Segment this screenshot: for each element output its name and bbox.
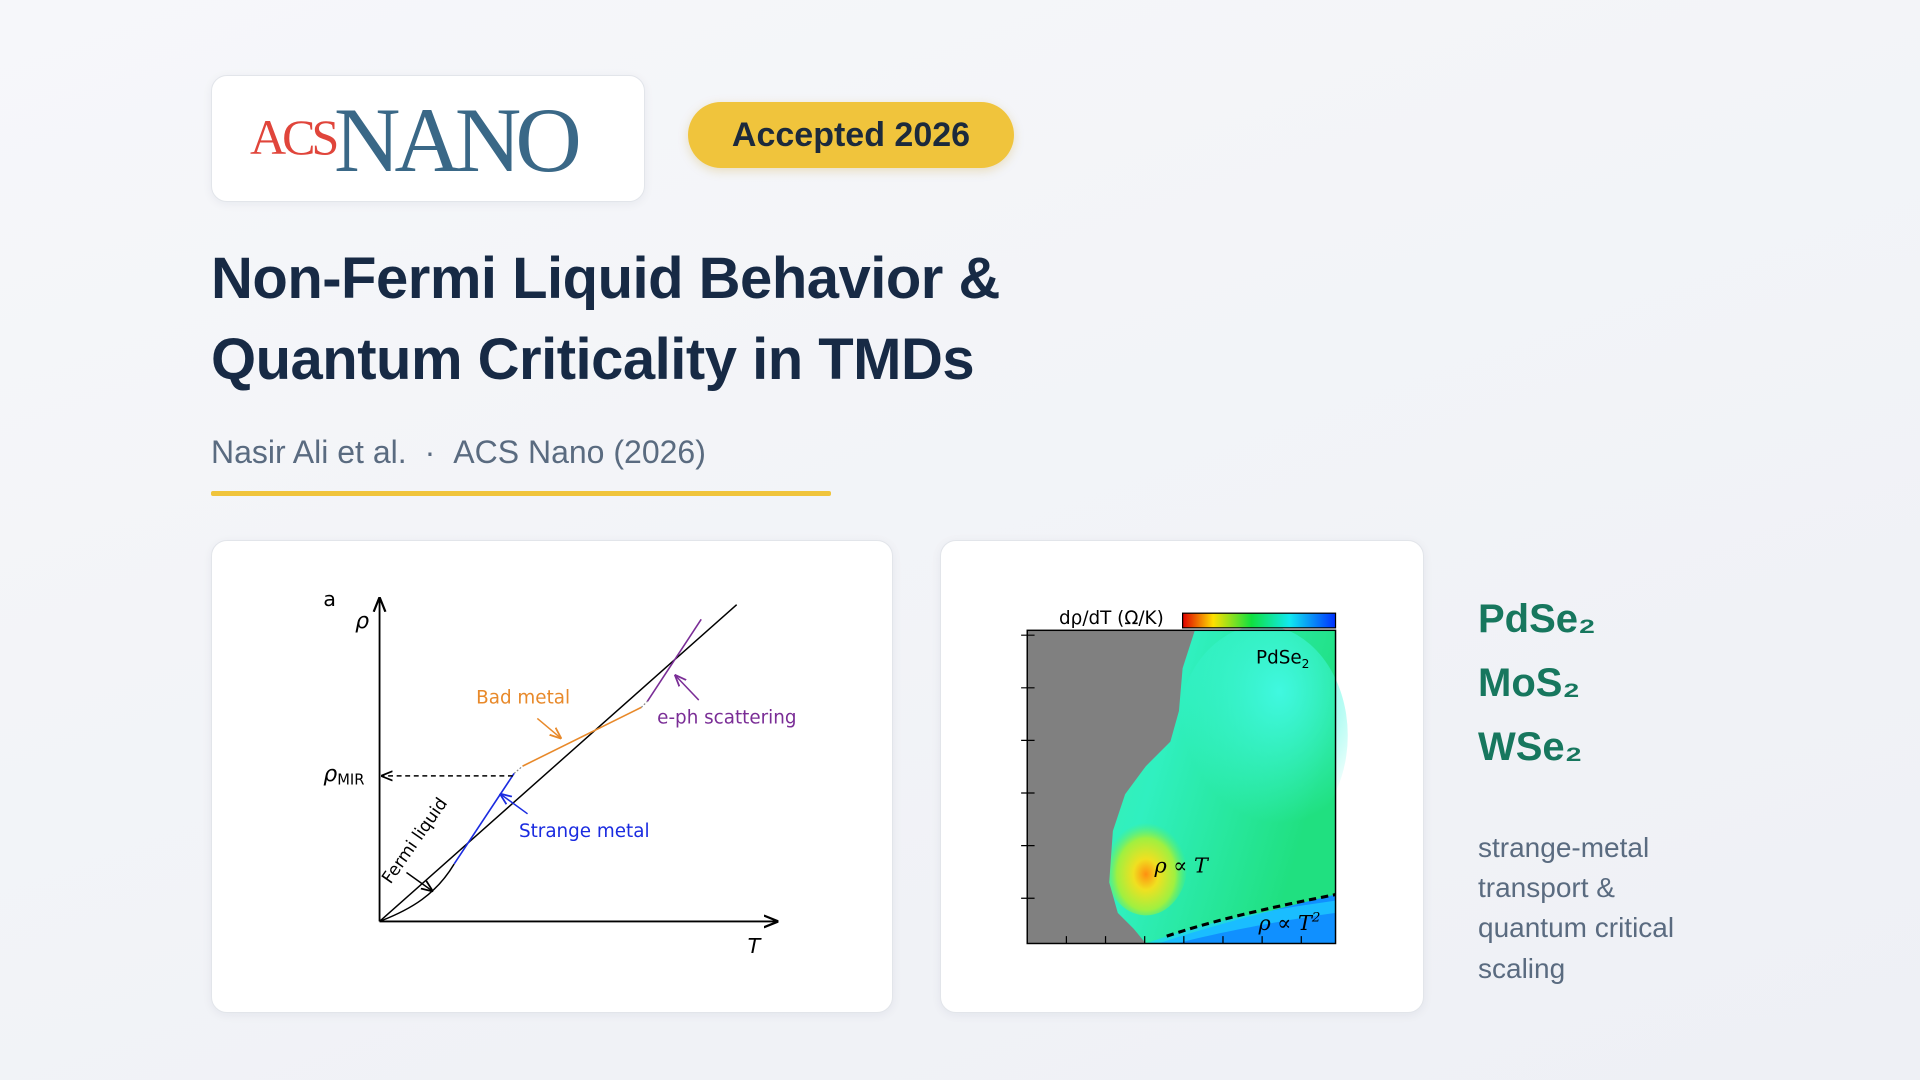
material: PdSe₂ [1478,597,1596,641]
superscript: 2 [1311,910,1321,925]
base: ρ ∝ T [1257,911,1313,935]
label-strange-metal: Strange metal [519,821,650,842]
figure-a: a ρ T ρMIR Bad metal e-ph scattering Str… [323,587,796,958]
crossover [513,765,524,774]
material: MoS₂ [1478,661,1581,705]
journal-logo: ACS NANO [211,75,645,202]
material: WSe₂ [1478,725,1583,769]
arrow [406,871,432,891]
description-line: quantum critical [1478,912,1675,943]
description-line: scaling [1478,953,1566,984]
linear-law: ρ ∝ T [1153,854,1209,878]
fermi-liquid-curve [379,863,455,923]
title-line: Non-Fermi Liquid Behavior & [211,246,1000,311]
ticks [1021,634,1302,944]
crossover [640,700,648,708]
bad-metal-segment [522,706,642,767]
venue: ACS Nano (2026) [453,434,706,470]
figure-b: dρ/dT (Ω/K) PdSe2 ρ ∝ T ρ ∝ T2 [1021,608,1348,945]
description-line: strange-metal [1478,832,1650,863]
linear-line [379,604,738,922]
byline: Nasir Ali et al. · ACS Nano (2026) [211,434,724,471]
strange-metal-segment [453,773,515,865]
subscript: MIR [337,771,364,788]
eph-segment [646,618,702,702]
symbol: ρ [323,762,337,787]
colorbar [1182,612,1337,629]
quadratic-law: ρ ∝ T2 [1257,910,1320,935]
material-label: PdSe2 [1256,647,1309,671]
label-fermi-liquid: Fermi liquid [378,794,452,887]
label-bad-metal: Bad metal [476,688,570,709]
accent-rule [211,491,831,496]
status-badge: Accepted 2026 [688,102,1014,168]
y-axis-label: ρ [355,609,369,634]
subscript: 2 [1302,657,1310,671]
rho-mir: ρMIR [323,762,364,789]
heatmap-region [1176,625,1348,846]
panel-label: a [323,587,336,611]
authors: Nasir Ali et al. [211,434,407,470]
logo-acs: ACS [250,109,339,165]
colorbar-label: dρ/dT (Ω/K) [1059,608,1164,629]
arrow [676,676,700,701]
description-line: transport & [1478,872,1615,903]
figure-card: dρ/dT (Ω/K) PdSe2 ρ ∝ T ρ ∝ T2 [940,540,1424,1013]
label-eph: e-ph scattering [657,707,796,728]
arrow [536,717,560,738]
title-line: Quantum Criticality in TMDs [211,327,975,392]
figure-card: a ρ T ρMIR Bad metal e-ph scattering Str… [211,540,893,1013]
plot-frame [1026,629,1337,945]
crossover-line [1166,893,1336,938]
arrow [501,794,528,815]
separator: · [424,434,436,470]
base: PdSe [1256,647,1302,668]
heatmap-region [1104,812,1188,916]
logo-nano: NANO [334,89,582,191]
x-axis-label: T [748,934,763,958]
gray-region [1027,630,1195,944]
heatmap-region [1145,900,1336,944]
